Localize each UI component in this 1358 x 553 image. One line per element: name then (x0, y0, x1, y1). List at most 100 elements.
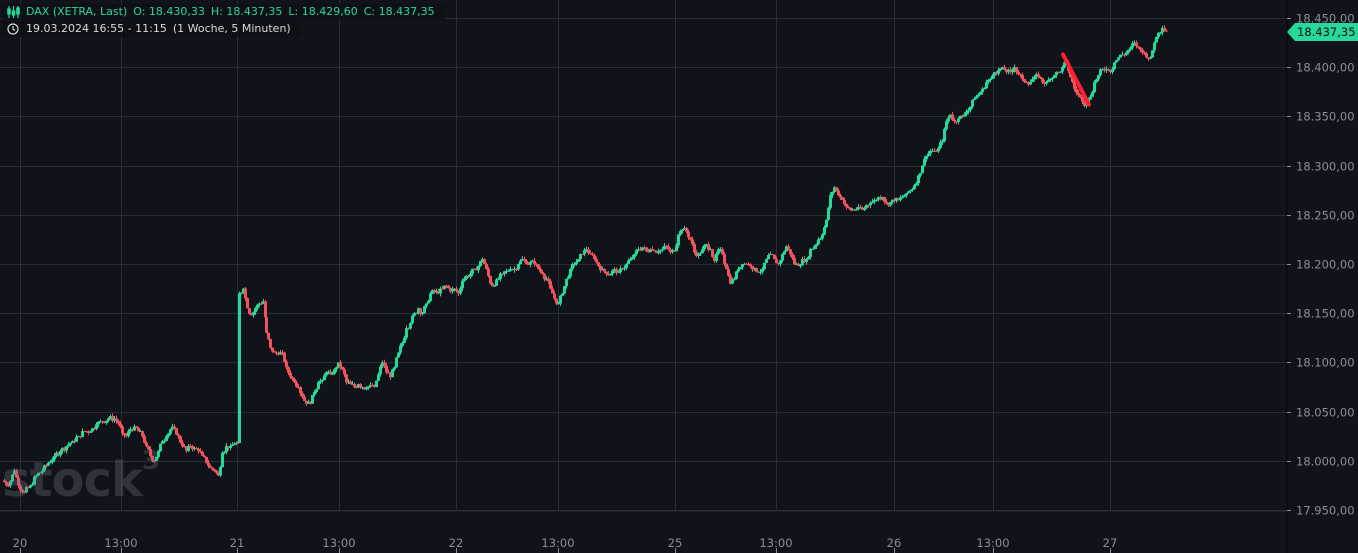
candle-down (345, 374, 348, 383)
candle-up (109, 416, 112, 419)
candle-up (545, 278, 548, 280)
candle-up (233, 444, 236, 446)
candle-up (459, 288, 462, 294)
candle-up (1063, 62, 1066, 68)
candle-up (941, 141, 944, 143)
candle-down (289, 372, 292, 378)
candle-up (1055, 71, 1058, 76)
candle-up (649, 249, 652, 253)
candle-up (737, 268, 740, 272)
candlestick-chart-icon[interactable] (6, 5, 20, 19)
candle-up (701, 249, 704, 254)
candle-up (783, 251, 786, 255)
candle-down (189, 445, 192, 447)
candle-up (41, 470, 44, 473)
candle-up (559, 295, 562, 304)
candle-down (751, 265, 754, 270)
low-value: L: 18.429,60 (288, 5, 358, 18)
candle-up (825, 219, 828, 228)
candle-up (1029, 81, 1032, 85)
candle-down (849, 207, 852, 210)
candle-down (961, 115, 964, 117)
candle-down (248, 308, 251, 314)
y-tick-label: 18.050,00 (1296, 406, 1355, 420)
candle-up (395, 357, 398, 368)
candle-down (117, 421, 120, 424)
candle-up (313, 391, 316, 395)
candle-up (625, 264, 628, 268)
candle-up (979, 92, 982, 95)
candlestick-series (3, 25, 1168, 494)
open-value: O: 18.430,33 (133, 5, 205, 18)
candle-up (781, 254, 784, 261)
candle-up (917, 175, 920, 184)
candle-down (293, 379, 296, 383)
stock3-watermark: stock3 (2, 446, 160, 508)
candle-up (381, 362, 384, 367)
candle-up (561, 293, 564, 296)
candle-down (547, 278, 550, 282)
candle-down (771, 254, 774, 256)
x-tick-label: 13:00 (104, 536, 137, 550)
candle-down (651, 249, 654, 251)
candle-down (291, 377, 294, 380)
candle-up (1105, 69, 1108, 71)
candle-up (937, 147, 940, 152)
x-tick-label: 13:00 (976, 536, 1009, 550)
candle-up (957, 118, 960, 122)
candle-up (89, 431, 92, 433)
candle-up (1153, 42, 1156, 51)
candle-up (563, 286, 566, 294)
candle-down (473, 268, 476, 270)
candle-down (111, 416, 114, 421)
candle-down (839, 195, 842, 198)
candle-up (91, 428, 94, 432)
candle-up (319, 380, 322, 383)
candle-down (1057, 71, 1060, 73)
candle-down (897, 198, 900, 201)
candle-up (1013, 67, 1016, 70)
candle-down (1005, 70, 1008, 73)
time-axis[interactable]: 20 13:00 21 13:00 22 13:00 25 13:00 26 13:00 27 (13, 536, 1118, 553)
candle-up (907, 191, 910, 194)
candle-down (119, 423, 122, 427)
price-axis[interactable]: 18.450,00 18.400,00 18.350,00 18.300,00 18.2… (1287, 12, 1355, 518)
high-value: H: 18.437,35 (210, 5, 283, 18)
drawn-trendline[interactable] (1061, 52, 1091, 107)
candle-down (63, 447, 66, 451)
y-tick-label: 18.350,00 (1296, 110, 1355, 124)
candle-up (779, 260, 782, 264)
candle-down (489, 276, 492, 284)
candle-down (1077, 92, 1080, 95)
candle-down (371, 385, 374, 387)
trendline-segment[interactable] (1061, 52, 1091, 107)
candle-up (493, 285, 496, 287)
x-tick-label: 13:00 (759, 536, 792, 550)
candle-down (21, 489, 24, 492)
candle-up (1033, 77, 1036, 80)
candle-down (803, 259, 806, 262)
candle-down (797, 263, 800, 266)
candle-down (227, 446, 230, 449)
candle-down (935, 150, 938, 152)
candle-down (587, 249, 590, 254)
candle-up (567, 276, 570, 279)
candle-up (931, 150, 934, 152)
candle-down (535, 264, 538, 265)
candle-up (75, 436, 78, 442)
candle-down (777, 263, 780, 265)
candle-down (135, 426, 138, 428)
candle-up (833, 187, 836, 192)
candle-down (363, 387, 366, 390)
candle-up (411, 315, 414, 324)
candle-up (499, 273, 502, 279)
candle-down (85, 431, 88, 433)
candle-up (753, 267, 756, 270)
candle-up (911, 189, 914, 191)
candle-down (555, 298, 558, 304)
candle-up (795, 263, 798, 265)
candle-up (517, 264, 520, 270)
candle-up (53, 455, 56, 460)
close-value: C: 18.437,35 (363, 5, 435, 18)
